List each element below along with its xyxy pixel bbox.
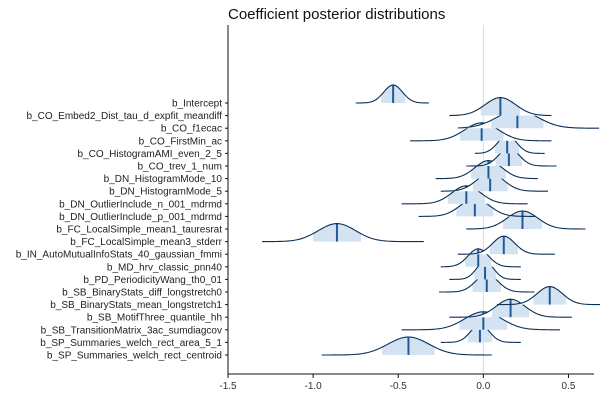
density-outline bbox=[440, 248, 521, 268]
x-tick-label: 0.5 bbox=[562, 381, 576, 392]
y-tick-label: b_FC_LocalSimple_mean1_tauresrat bbox=[56, 225, 222, 236]
ridge-b-intercept bbox=[355, 84, 429, 104]
y-tick-label: b_CO_Embed2_Dist_tau_d_expfit_meandiff bbox=[27, 111, 223, 122]
y-tick-label: b_SP_Summaries_welch_rect_area_5_1 bbox=[40, 338, 222, 349]
y-tick-label: b_SB_BinaryStats_diff_longstretch0 bbox=[62, 288, 222, 299]
density-outline bbox=[410, 122, 552, 142]
ridge-b-sp-summaries-welch-rect-centroid bbox=[321, 336, 492, 356]
y-tick-label: b_DN_OutlierInclude_n_001_mdrmd bbox=[59, 199, 222, 210]
ridge-b-in-automutualinfostats-40-gaussian-fmmi bbox=[457, 235, 555, 255]
y-tick-label: b_DN_OutlierInclude_p_001_mdrmd bbox=[59, 212, 222, 223]
y-tick-label: b_SB_MotifThree_quantile_hh bbox=[87, 313, 222, 324]
density-outline bbox=[401, 311, 560, 331]
ridge-layer bbox=[262, 84, 600, 356]
ridge-b-sb-binarystats-mean-longstretch1 bbox=[496, 286, 600, 306]
x-tick-label: -1.0 bbox=[304, 381, 322, 392]
y-tick-label: b_CO_HistogramAMI_even_2_5 bbox=[77, 149, 222, 160]
y-tick-label: b_SB_TransitionMatrix_3ac_sumdiagcov bbox=[41, 325, 222, 336]
density-outline bbox=[435, 160, 538, 180]
x-tick-labels: -1.5 -1.0 -0.5 0.0 0.5 bbox=[219, 381, 575, 392]
density-outline bbox=[449, 298, 572, 318]
density-outline bbox=[449, 97, 552, 117]
density-outline bbox=[457, 235, 555, 255]
y-tick-label: b_CO_f1ecac bbox=[161, 124, 222, 135]
x-tick-label: 0.0 bbox=[476, 381, 490, 392]
density-outline bbox=[355, 84, 429, 104]
y-tick-label: b_DN_HistogramMode_5 bbox=[109, 187, 222, 198]
y-tick-labels: b_SP_Summaries_welch_rect_centroid b_SP_S… bbox=[16, 99, 223, 362]
ridge-b-fc-localsimple-mean3-stderr bbox=[262, 223, 424, 243]
y-tick-label: b_MD_hrv_classic_pnn40 bbox=[107, 262, 223, 273]
y-tick-label: b_SP_Summaries_welch_rect_centroid bbox=[47, 351, 222, 362]
x-tick-label: -0.5 bbox=[390, 381, 408, 392]
x-tick-label: -1.5 bbox=[219, 381, 237, 392]
y-tick-label: b_FC_LocalSimple_mean3_stderr bbox=[70, 237, 222, 248]
density-outline bbox=[466, 210, 586, 230]
ridge-b-co-embed2-dist-tau-d-expfit-meandiff bbox=[449, 97, 552, 117]
y-tick-label: b_CO_trev_1_num bbox=[138, 162, 223, 173]
axes bbox=[225, 25, 594, 378]
y-tick-label: b_Intercept bbox=[172, 99, 222, 110]
chart-title: Coefficient posterior distributions bbox=[228, 6, 445, 23]
y-tick-label: b_DN_HistogramMode_10 bbox=[104, 174, 223, 185]
y-tick-label: b_IN_AutoMutualInfoStats_40_gaussian_fmm… bbox=[16, 250, 222, 261]
y-tick-label: b_SB_BinaryStats_mean_longstretch1 bbox=[50, 300, 222, 311]
y-tick-label: b_PD_PeriodicityWang_th0_01 bbox=[83, 275, 222, 286]
density-outline bbox=[262, 223, 424, 243]
y-tick-label: b_CO_FirstMin_ac bbox=[139, 136, 222, 147]
density-outline bbox=[496, 286, 600, 306]
density-outline bbox=[401, 185, 528, 205]
density-outline bbox=[321, 336, 492, 356]
